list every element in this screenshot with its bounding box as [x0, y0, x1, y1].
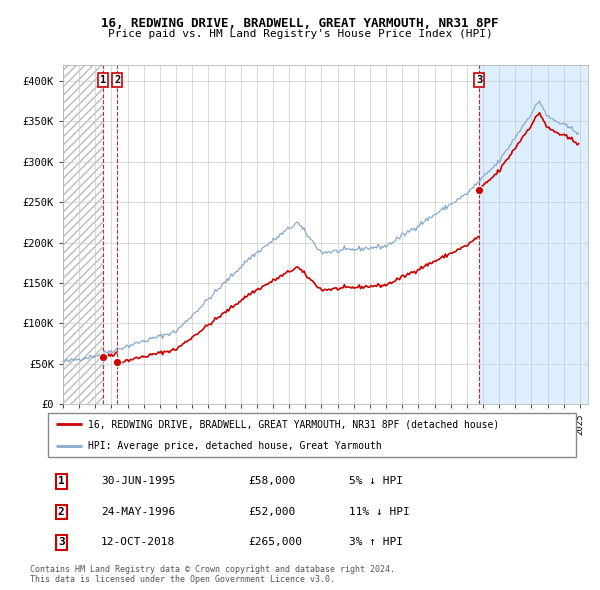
- Text: Price paid vs. HM Land Registry's House Price Index (HPI): Price paid vs. HM Land Registry's House …: [107, 30, 493, 39]
- Text: 5% ↓ HPI: 5% ↓ HPI: [349, 476, 403, 486]
- Text: Contains HM Land Registry data © Crown copyright and database right 2024.: Contains HM Land Registry data © Crown c…: [30, 565, 395, 575]
- Text: HPI: Average price, detached house, Great Yarmouth: HPI: Average price, detached house, Grea…: [88, 441, 382, 451]
- Text: 2: 2: [115, 75, 121, 85]
- Text: £58,000: £58,000: [248, 476, 296, 486]
- Text: 12-OCT-2018: 12-OCT-2018: [101, 537, 175, 548]
- FancyBboxPatch shape: [48, 413, 576, 457]
- Text: 3% ↑ HPI: 3% ↑ HPI: [349, 537, 403, 548]
- Text: £52,000: £52,000: [248, 507, 296, 517]
- Text: 16, REDWING DRIVE, BRADWELL, GREAT YARMOUTH, NR31 8PF: 16, REDWING DRIVE, BRADWELL, GREAT YARMO…: [101, 17, 499, 30]
- Text: 16, REDWING DRIVE, BRADWELL, GREAT YARMOUTH, NR31 8PF (detached house): 16, REDWING DRIVE, BRADWELL, GREAT YARMO…: [88, 419, 499, 429]
- Text: 2: 2: [58, 507, 65, 517]
- Text: 3: 3: [58, 537, 65, 548]
- Text: 1: 1: [100, 75, 107, 85]
- Bar: [479, 65, 588, 404]
- Text: 11% ↓ HPI: 11% ↓ HPI: [349, 507, 410, 517]
- Text: 24-MAY-1996: 24-MAY-1996: [101, 507, 175, 517]
- Text: 1: 1: [58, 476, 65, 486]
- Text: 30-JUN-1995: 30-JUN-1995: [101, 476, 175, 486]
- Text: 3: 3: [476, 75, 482, 85]
- Text: £265,000: £265,000: [248, 537, 302, 548]
- Text: This data is licensed under the Open Government Licence v3.0.: This data is licensed under the Open Gov…: [30, 575, 335, 584]
